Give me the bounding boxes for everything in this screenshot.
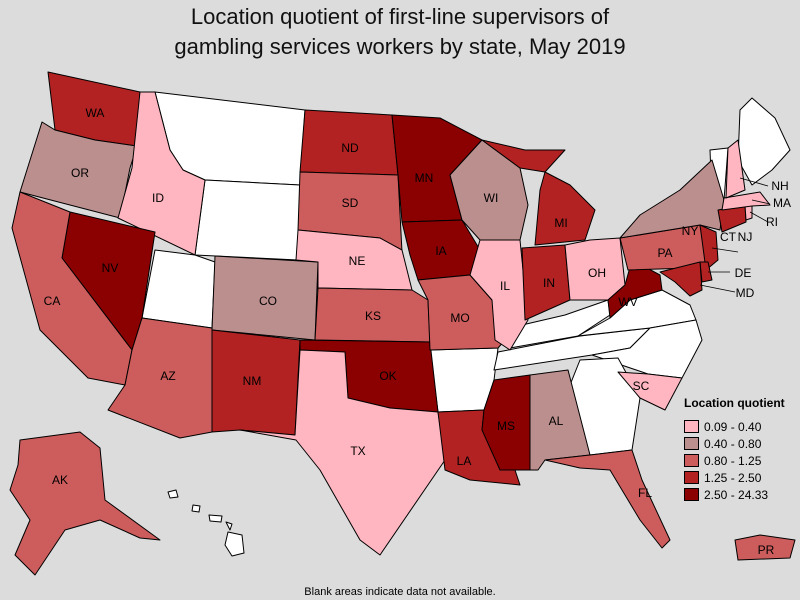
- legend-title: Location quotient: [684, 396, 785, 410]
- label-DE: DE: [735, 266, 752, 280]
- legend-swatch: [684, 488, 699, 501]
- label-MS: MS: [497, 419, 515, 433]
- label-OH: OH: [588, 266, 606, 280]
- label-LA: LA: [457, 454, 472, 468]
- legend-item: 0.09 - 0.40: [684, 418, 796, 435]
- label-ID: ID: [152, 191, 164, 205]
- state-SC[interactable]: [617, 371, 683, 411]
- label-SC: SC: [633, 379, 650, 393]
- label-MD: MD: [736, 286, 755, 300]
- state-IL[interactable]: [469, 239, 529, 351]
- label-WI: WI: [484, 191, 499, 205]
- callout-lines: [699, 177, 771, 293]
- label-NY: NY: [682, 224, 699, 238]
- label-CO: CO: [259, 294, 277, 308]
- label-MA: MA: [773, 196, 791, 210]
- state-FL[interactable]: [544, 449, 671, 549]
- label-NV: NV: [102, 261, 119, 275]
- label-WV: WV: [618, 295, 637, 309]
- legend: Location quotient 0.09 - 0.40 0.40 - 0.8…: [684, 396, 796, 503]
- blank-states: [141, 91, 791, 456]
- label-MI: MI: [554, 216, 567, 230]
- legend-label: 2.50 - 24.33: [704, 487, 769, 502]
- state-MI[interactable]: [534, 171, 596, 246]
- legend-item: 0.80 - 1.25: [684, 452, 796, 469]
- legend-label: 0.80 - 1.25: [704, 453, 762, 468]
- legend-item: 0.40 - 0.80: [684, 435, 796, 452]
- label-AZ: AZ: [160, 369, 175, 383]
- state-MI-UP[interactable]: [481, 139, 566, 173]
- state-TX[interactable]: [239, 349, 446, 556]
- state-labels: WA OR ID NV CA AZ CO NM ND SD NE KS OK T…: [44, 106, 791, 557]
- state-NY[interactable]: [619, 159, 725, 239]
- colored-states: [9, 71, 796, 576]
- label-CA: CA: [44, 294, 61, 308]
- label-SD: SD: [342, 196, 359, 210]
- legend-label: 1.25 - 2.50: [704, 470, 762, 485]
- legend-swatch: [684, 437, 699, 450]
- label-ND: ND: [341, 141, 359, 155]
- label-CT: CT: [720, 230, 737, 244]
- label-IA: IA: [435, 244, 446, 258]
- title-line-2: gambling services workers by state, May …: [174, 34, 626, 59]
- label-AK: AK: [52, 473, 68, 487]
- label-TX: TX: [350, 444, 365, 458]
- label-MN: MN: [415, 171, 434, 185]
- state-PR[interactable]: [734, 534, 796, 561]
- label-WA: WA: [86, 106, 105, 120]
- label-FL: FL: [638, 486, 652, 500]
- legend-swatch: [684, 471, 699, 484]
- state-ME[interactable]: [737, 97, 791, 186]
- state-MA[interactable]: [721, 191, 771, 211]
- map-title: Location quotient of first-line supervis…: [0, 2, 800, 62]
- state-HI[interactable]: [167, 489, 245, 557]
- label-IL: IL: [500, 279, 510, 293]
- legend-label: 0.09 - 0.40: [704, 419, 762, 434]
- state-MD[interactable]: [659, 261, 703, 297]
- title-line-1: Location quotient of first-line supervis…: [190, 4, 610, 29]
- label-KS: KS: [365, 309, 381, 323]
- data-note: Blank areas indicate data not available.: [304, 586, 496, 598]
- label-PA: PA: [657, 246, 672, 260]
- legend-item: 2.50 - 24.33: [684, 486, 796, 503]
- legend-label: 0.40 - 0.80: [704, 436, 762, 451]
- label-PR: PR: [758, 543, 775, 557]
- label-NM: NM: [243, 374, 262, 388]
- label-NE: NE: [349, 254, 366, 268]
- label-RI: RI: [766, 215, 778, 229]
- state-AK[interactable]: [9, 431, 161, 576]
- label-AL: AL: [549, 414, 564, 428]
- label-OR: OR: [71, 166, 89, 180]
- state-ID[interactable]: [117, 91, 206, 256]
- legend-swatch: [684, 454, 699, 467]
- state-NH[interactable]: [725, 139, 746, 199]
- legend-item: 1.25 - 2.50: [684, 469, 796, 486]
- label-NH: NH: [771, 179, 788, 193]
- state-NJ[interactable]: [699, 224, 719, 271]
- legend-swatch: [684, 420, 699, 433]
- label-MO: MO: [450, 311, 469, 325]
- state-WV[interactable]: [607, 259, 663, 319]
- state-UT[interactable]: [141, 249, 216, 329]
- state-WY[interactable]: [194, 179, 301, 261]
- label-IN: IN: [543, 276, 555, 290]
- label-OK: OK: [379, 369, 396, 383]
- label-NJ: NJ: [738, 230, 753, 244]
